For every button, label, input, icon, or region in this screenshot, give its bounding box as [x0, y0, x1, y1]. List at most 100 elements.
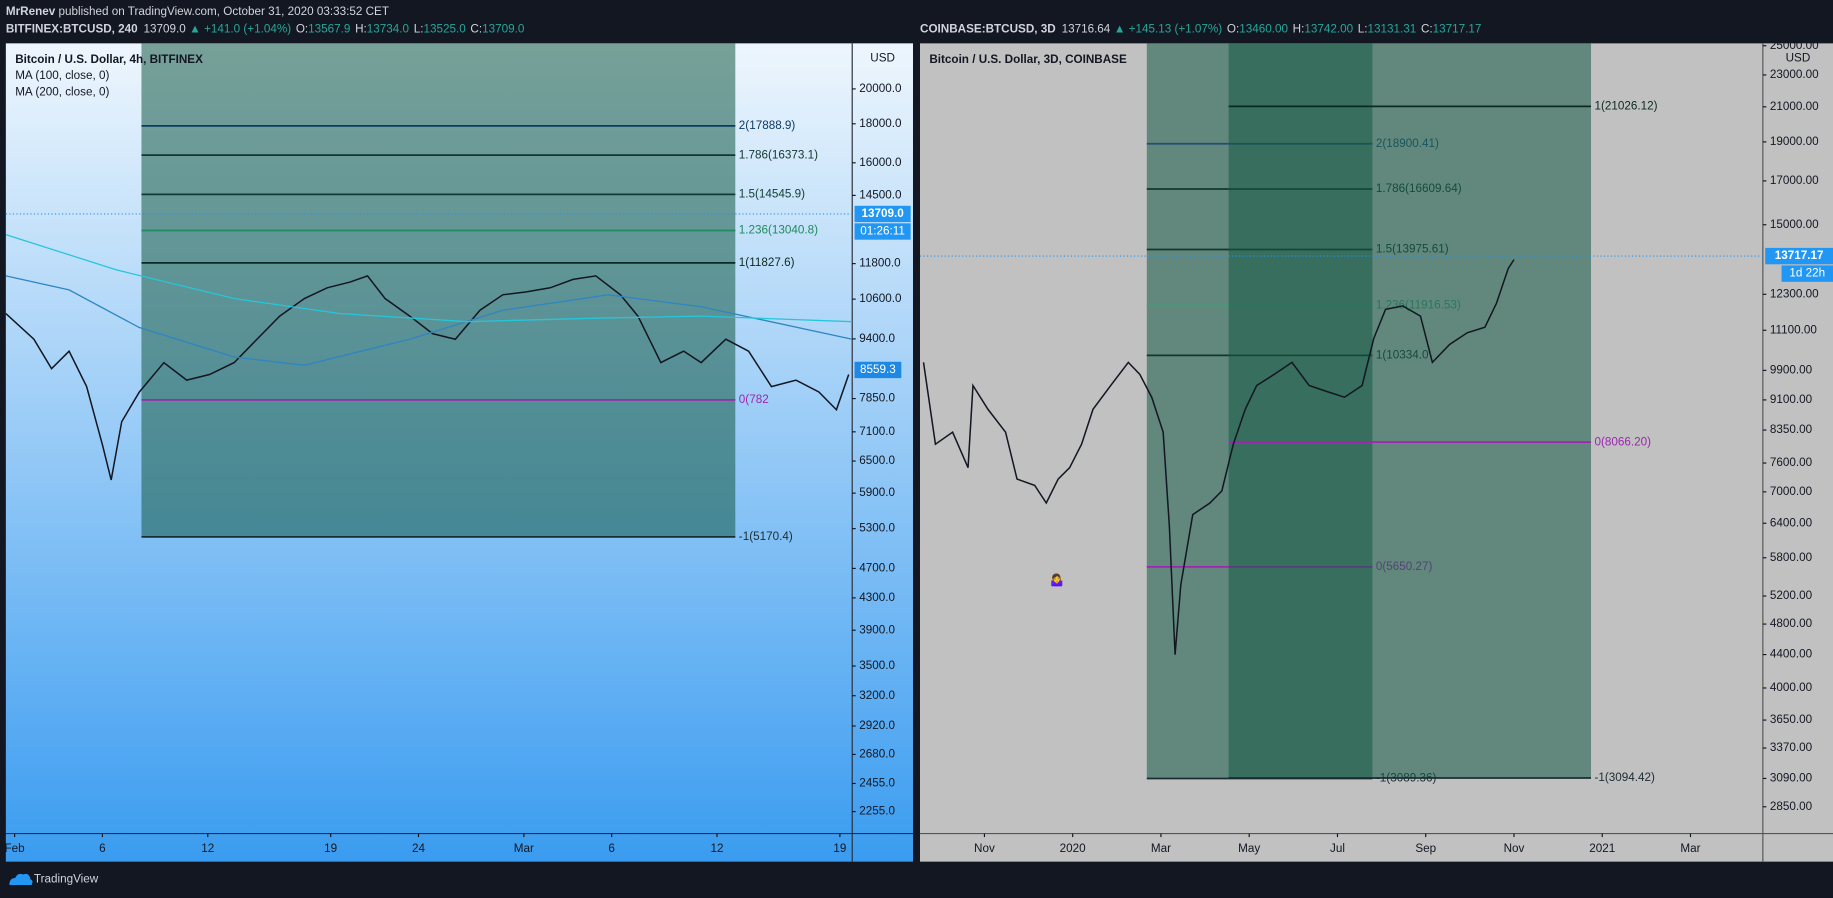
- last-price-box: [1765, 247, 1833, 265]
- y-tick-label: 9900.00: [1770, 363, 1813, 376]
- y-tick-label: 21000.00: [1770, 100, 1819, 113]
- y-tick-label: 7000.00: [1770, 485, 1813, 498]
- currency: USD: [870, 52, 895, 65]
- fib-zone: [1228, 43, 1592, 778]
- ohlc-key: O:: [296, 22, 308, 35]
- countdown: 01:26:11: [860, 225, 905, 238]
- ohlc-key: C:: [470, 22, 482, 35]
- price-marker-label: 8559.3: [860, 363, 896, 376]
- y-tick-label: 2255.0: [859, 805, 895, 818]
- y-tick-label: 2680.0: [859, 748, 895, 761]
- footer: TradingView: [9, 872, 99, 886]
- y-tick-label: 3900.0: [859, 623, 895, 636]
- y-tick-label: 12300.00: [1770, 287, 1819, 300]
- y-tick-label: 4800.00: [1770, 617, 1813, 630]
- y-tick-label: 3500.0: [859, 659, 895, 672]
- logo: [9, 873, 33, 886]
- ohlc-value: 13460.00: [1239, 22, 1288, 35]
- y-tick-label: 6500.0: [859, 454, 895, 467]
- y-tick-label: 5300.0: [859, 522, 895, 535]
- y-tick-label: 10600.0: [859, 292, 902, 305]
- symbol-line: COINBASE:BTCUSD, 3D 13716.64 ▲ +145.13 (+1…: [920, 22, 1481, 35]
- ohlc-value: 13567.9: [308, 22, 350, 35]
- y-tick-label: 15000.00: [1770, 218, 1819, 231]
- x-tick-label: Sep: [1415, 842, 1436, 855]
- x-tick-label: May: [1238, 842, 1260, 855]
- x-tick-label: Mar: [514, 842, 534, 855]
- y-tick-label: 9400.0: [859, 332, 895, 345]
- fib-label: 1(21026.12): [1595, 99, 1658, 112]
- y-tick-label: 4400.00: [1770, 648, 1813, 661]
- fib-label: 1.786(16373.1): [739, 148, 818, 161]
- symbol-line: BITFINEX:BTCUSD, 240 13709.0 ▲ +141.0 (+1.…: [6, 22, 525, 35]
- y-tick-label: 3090.00: [1770, 772, 1813, 785]
- last-price-box: [854, 205, 911, 223]
- price-line: [5, 275, 853, 366]
- y-tick-label: 19000.00: [1770, 135, 1819, 148]
- legend-entry: MA (200, close, 0): [15, 86, 109, 99]
- y-tick-label: 23000.00: [1770, 68, 1819, 81]
- ohlc-key: L:: [414, 22, 424, 35]
- ohlc-value: 13709.0: [482, 22, 525, 35]
- published: published on TradingView.com, October 31…: [58, 5, 388, 18]
- fib-label: -1(3094.42): [1595, 771, 1656, 784]
- y-tick-label: 16000.0: [859, 156, 902, 169]
- x-tick-label: Jul: [1330, 842, 1345, 855]
- fib-zone: [141, 43, 736, 537]
- x-tick-label: 19: [833, 842, 846, 855]
- x-tick-label: 6: [608, 842, 615, 855]
- currency: USD: [1786, 52, 1811, 65]
- plot-area: 2(17888.9) 1.786(16373.1) 1.5(14545.9) 1.23…: [5, 43, 853, 543]
- last-price-label: 13717.17: [1775, 249, 1824, 262]
- y-tick-label: 2920.0: [859, 719, 895, 732]
- fib-label: 1.236(13040.8): [739, 224, 818, 237]
- price-marker-box: [854, 361, 902, 379]
- price-line: [5, 233, 853, 323]
- fib-label: 0(8066.20): [1595, 435, 1652, 448]
- y-tick-label: 14500.0: [859, 188, 902, 201]
- y-tick-label: 7100.0: [859, 425, 895, 438]
- y-tick-label: 4000.00: [1770, 681, 1813, 694]
- ohlc-value: 13734.0: [367, 22, 410, 35]
- emoji: 🤷‍♀️: [1049, 572, 1064, 587]
- fib-label: 2(17888.9): [739, 119, 796, 132]
- ohlc-value: 13742.00: [1304, 22, 1353, 35]
- change: ▲ +141.0 (+1.04%): [189, 22, 291, 35]
- ohlc-value: 13525.0: [423, 22, 466, 35]
- x-tick-label: 24: [412, 842, 426, 855]
- x-tick-label: 12: [201, 842, 214, 855]
- ohlc-key: H:: [355, 22, 367, 35]
- y-tick-label: 8350.00: [1770, 423, 1813, 436]
- y-tick-label: 25000.00: [1770, 39, 1819, 52]
- y-tick-label: 2850.00: [1770, 800, 1813, 813]
- fib-label: -1(5170.4): [739, 530, 793, 543]
- brand: TradingView: [34, 872, 99, 885]
- fib-label: 0(782: [739, 393, 769, 406]
- x-tick-label: 2020: [1060, 842, 1087, 855]
- ohlc-key: O:: [1227, 22, 1239, 35]
- y-tick-label: 9100.00: [1770, 393, 1813, 406]
- y-tick-label: 20000.0: [859, 82, 902, 95]
- price-line: [922, 259, 1515, 655]
- x-tick-label: 2021: [1589, 842, 1615, 855]
- fib-label: 1.5(14545.9): [739, 187, 805, 200]
- symbol: BITFINEX:BTCUSD, 240: [6, 22, 138, 35]
- y-tick-label: 3650.00: [1770, 713, 1813, 726]
- fib-label: 1(11827.6): [739, 256, 795, 269]
- x-tick-label: Nov: [974, 842, 995, 855]
- countdown-box: [854, 223, 911, 240]
- y-tick-label: 7600.00: [1770, 456, 1813, 469]
- y-tick-label: 18000.0: [859, 117, 902, 130]
- ohlc-value: 13717.17: [1433, 22, 1482, 35]
- plot-area: 2(18900.41)1.786(16609.64)1.5(13975.61)1…: [922, 43, 1658, 785]
- last-price-label: 13709.0: [861, 207, 904, 220]
- ohlc-key: H:: [1293, 22, 1305, 35]
- price: 13709.0: [144, 22, 187, 35]
- y-tick-label: 17000.00: [1770, 174, 1819, 187]
- x-tick-label: 6: [99, 842, 106, 855]
- x-tick-label: Nov: [1504, 842, 1525, 855]
- symbol: COINBASE:BTCUSD, 3D: [920, 22, 1056, 35]
- y-tick-label: 7850.0: [859, 392, 895, 405]
- x-tick-label: 12: [710, 842, 723, 855]
